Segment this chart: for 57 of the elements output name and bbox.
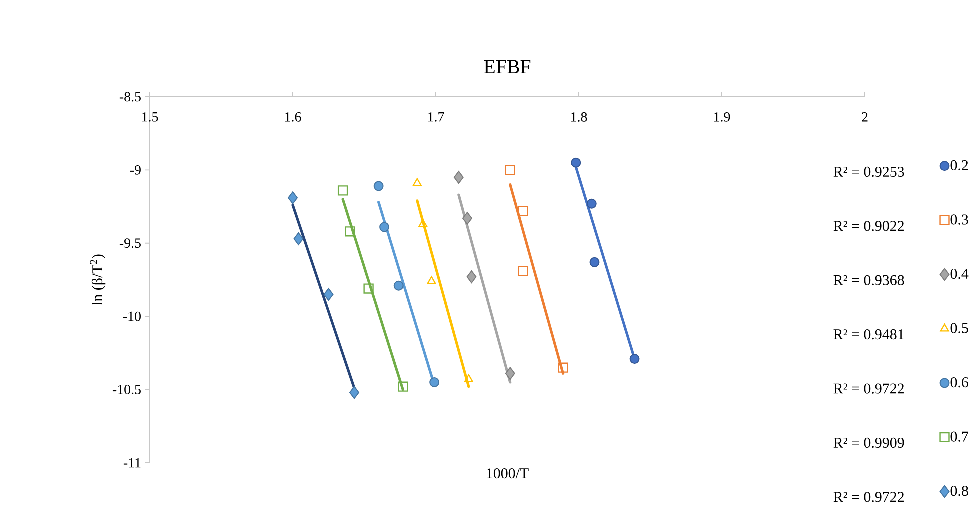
annotation: R² = 0.9722 [834,384,904,394]
point [464,374,474,382]
point [288,192,298,204]
x-tick-label: 1.9 [714,112,730,122]
x-tick-label: 1.7 [428,112,444,122]
point [558,362,568,373]
annotation: R² = 0.9481 [834,330,904,340]
point [364,284,374,294]
annotation: R² = 0.9253 [834,166,904,178]
text: R² = 0.9722 [834,492,904,502]
point [430,377,440,388]
point [462,212,472,225]
annotation: R² = 0.9909 [834,438,904,448]
point [466,270,477,284]
point [345,226,356,237]
x-tick-label: 1.8 [572,112,588,122]
y-tick-label: -11 [124,458,141,468]
y-axis-title: ln (β/T$^{2}$) [90,254,106,306]
y-tick-label: -8.5 [120,92,141,102]
annotation: R² = 0.9368 [834,275,904,286]
point [571,158,582,168]
point [454,171,464,184]
point [505,367,516,380]
annotation: R² = 0.9022 [834,221,904,232]
y-tick-label: -10.5 [112,385,141,395]
point [398,382,408,392]
chart-title: EFBF [484,60,531,74]
point [294,232,304,246]
legend-label: 0.2 [950,160,968,171]
legend-label: 0.3 [950,214,968,225]
point [505,165,516,176]
point [412,178,422,186]
legend-label: 0.4 [950,268,969,280]
point [374,181,384,192]
point [518,206,528,216]
point [338,186,348,196]
point [590,257,600,268]
point [418,219,428,228]
point [350,386,360,400]
legend-label: 0.5 [950,323,968,334]
legend-label: 0.6 [950,377,968,388]
point [380,222,390,232]
point [630,354,640,364]
x-tick-label: 2 [862,112,868,122]
legend-label: 0.8 [950,486,968,496]
y-tick-label: -9 [130,166,141,175]
legend-label: 0.7 [950,432,968,442]
point [394,280,404,291]
point [324,288,334,302]
point [427,276,436,284]
y-tick-label: -10 [123,312,141,322]
point [586,198,597,209]
y-tick-label: -9.5 [120,238,141,248]
x-tick-label: 1.6 [286,112,302,122]
x-axis-title: 1000/T [487,468,529,479]
point [518,266,528,276]
x-tick-label: 1.5 [142,112,158,122]
